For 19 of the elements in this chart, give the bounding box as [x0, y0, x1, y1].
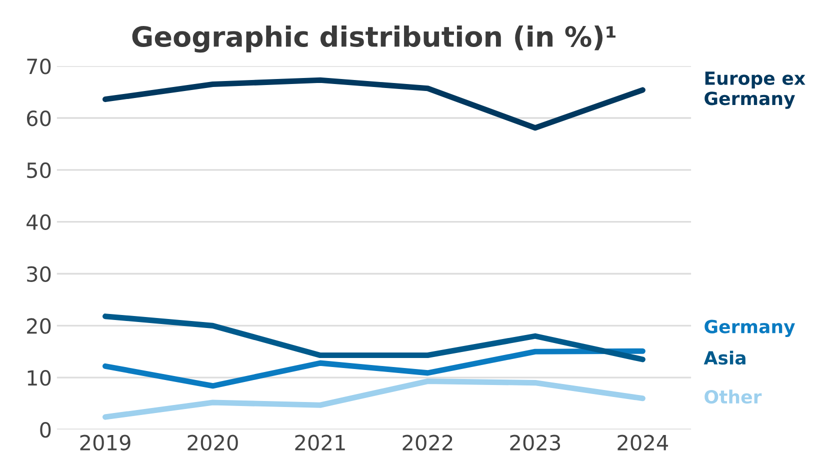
y-tick-label: 70	[27, 58, 51, 74]
y-tick-label: 0	[40, 422, 51, 438]
text: Asia	[704, 350, 746, 365]
chart-title: Geographic distribution (in %)¹	[132, 26, 616, 53]
x-tick-label: 2022	[402, 434, 452, 451]
text: Europe ex Germany	[704, 72, 806, 109]
x-tick-label: 2021	[295, 434, 345, 451]
x-tick-label: 2020	[188, 434, 238, 451]
y-tick-label: 10	[28, 370, 51, 386]
y-tick-label: 30	[27, 266, 51, 282]
y-tick-label: 20	[27, 318, 51, 334]
y-tick-label: 50	[27, 162, 51, 178]
x-tick-label: 2023	[510, 434, 560, 451]
y-tick-label: 40	[26, 214, 51, 230]
x-tick-label: 2019	[80, 434, 130, 451]
y-tick-label: 60	[26, 110, 51, 126]
text: Other	[704, 390, 762, 404]
text: Germany	[704, 320, 795, 338]
x-tick-label: 2024	[618, 434, 668, 451]
